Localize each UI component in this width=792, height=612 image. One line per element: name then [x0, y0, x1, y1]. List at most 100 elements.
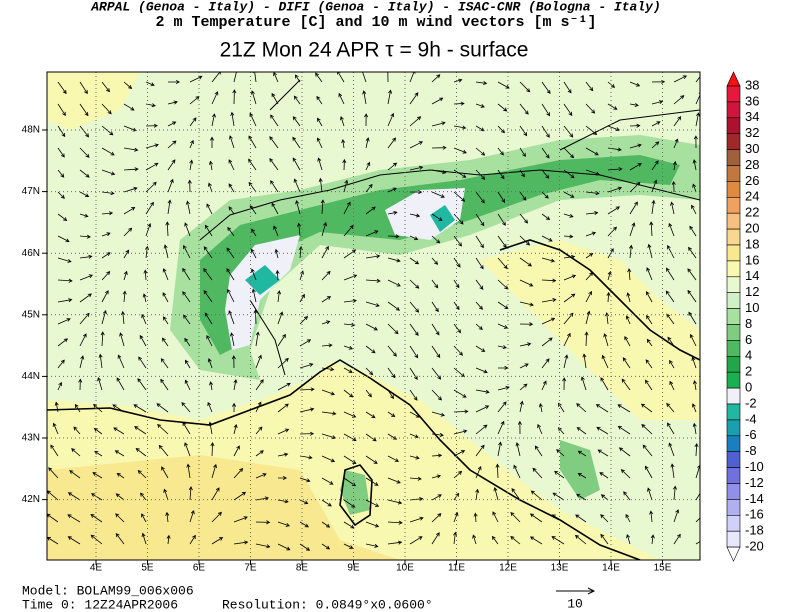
wind-arrow	[541, 103, 551, 117]
wind-arrow	[431, 323, 440, 336]
wind-arrow	[123, 147, 139, 152]
time-label: Time 0: 12Z24APR2006	[22, 597, 178, 612]
wind-arrow	[321, 455, 336, 463]
wind-arrow	[541, 213, 551, 221]
wind-arrow	[203, 246, 213, 259]
lat-label: 43N	[22, 433, 40, 444]
wind-arrow	[387, 389, 394, 400]
wind-arrow	[167, 100, 178, 105]
wind-arrow	[189, 139, 194, 149]
wind-arrow	[626, 533, 631, 545]
map-field	[47, 72, 700, 560]
field-description: 2 m Temperature [C] and 10 m wind vector…	[155, 14, 596, 31]
wind-arrow	[343, 455, 357, 465]
wind-arrow	[576, 403, 587, 413]
wind-arrow	[563, 81, 572, 94]
colorbar-label: 30	[745, 141, 759, 156]
wind-arrow	[167, 159, 176, 171]
wind-arrow	[647, 487, 653, 501]
colorbar: 38363432302826242220181614121086420-2-4-…	[726, 71, 764, 562]
wind-arrow	[431, 279, 439, 289]
colorbar-box	[726, 324, 741, 341]
wind-arrow	[321, 411, 337, 416]
colorbar-box	[726, 165, 741, 182]
wind-arrow	[299, 431, 315, 436]
wind-arrow	[145, 223, 152, 237]
wind-arrow	[409, 496, 424, 502]
wind-arrow	[580, 376, 587, 391]
wind-arrow	[277, 357, 289, 369]
colorbar-label: 4	[745, 348, 752, 363]
wind-arrow	[666, 402, 675, 413]
wind-arrow	[145, 181, 157, 193]
wind-arrow	[365, 345, 376, 354]
wind-arrow	[101, 211, 114, 216]
wind-arrow	[321, 389, 335, 396]
wind-arrow	[228, 310, 235, 325]
wind-arrow	[692, 380, 697, 391]
wind-arrow	[537, 423, 543, 435]
wind-arrow	[226, 247, 235, 259]
colorbar-label: 12	[745, 284, 759, 299]
wind-arrow	[50, 444, 59, 457]
wind-arrow	[665, 290, 675, 303]
wind-arrow	[112, 404, 125, 413]
wind-arrow	[71, 448, 81, 457]
wind-arrow	[233, 491, 247, 501]
wind-arrow	[48, 467, 59, 479]
wind-arrow	[534, 445, 543, 457]
wind-arrow	[510, 511, 521, 523]
wind-arrow	[57, 318, 71, 325]
wind-arrow	[563, 125, 574, 138]
wind-arrow	[409, 476, 422, 481]
wind-arrow	[362, 90, 367, 105]
wind-arrow	[629, 163, 642, 171]
wind-arrow	[629, 143, 642, 149]
wind-arrow	[387, 187, 397, 193]
wind-arrow	[387, 301, 400, 311]
wind-arrow	[100, 331, 105, 347]
wind-arrow	[582, 353, 587, 369]
wind-arrow	[552, 492, 565, 501]
wind-arrow	[321, 543, 331, 550]
wind-arrow	[57, 381, 63, 391]
wind-arrow	[233, 423, 238, 435]
colorbar-box	[726, 117, 741, 135]
wind-arrow	[387, 411, 396, 417]
wind-arrow	[229, 135, 235, 149]
graticule	[47, 72, 700, 560]
wind-arrow	[321, 270, 331, 281]
wind-arrow	[625, 315, 631, 325]
wind-arrow	[629, 123, 641, 128]
wind-arrow	[269, 157, 279, 171]
wind-arrow	[651, 100, 664, 105]
wind-arrow	[181, 402, 191, 413]
wind-arrow	[101, 191, 115, 196]
wind-arrow	[497, 169, 505, 180]
wind-arrow	[204, 312, 213, 325]
wind-arrow	[431, 121, 446, 127]
wind-arrow	[120, 310, 126, 325]
wind-arrow	[209, 136, 215, 149]
wind-arrow	[541, 257, 555, 263]
wind-arrow	[277, 382, 291, 391]
wind-arrow	[54, 401, 59, 413]
lon-label: 4E	[90, 563, 103, 574]
wind-arrow	[387, 499, 403, 505]
colorbar-label: 16	[745, 252, 759, 267]
sea-warmer	[47, 455, 400, 560]
wind-arrow	[497, 401, 507, 413]
subzero-patch	[245, 265, 280, 295]
wind-arrow	[250, 90, 257, 105]
wind-arrow	[584, 331, 589, 347]
colorbar-label: 8	[745, 316, 752, 331]
map-ticks: 4E 5E 6E 7E 8E 9E 10E 11E 12E 13E 14E 15E 48N 47N 46N 4…	[22, 125, 672, 574]
wind-arrow	[387, 520, 403, 525]
wind-arrow	[585, 169, 600, 176]
wind-arrow	[156, 403, 169, 413]
wind-arrow	[497, 385, 510, 391]
wind-arrow	[497, 420, 505, 435]
wind-arrow	[78, 378, 83, 391]
wind-arrow	[203, 290, 213, 303]
wind-arrow	[228, 183, 235, 193]
